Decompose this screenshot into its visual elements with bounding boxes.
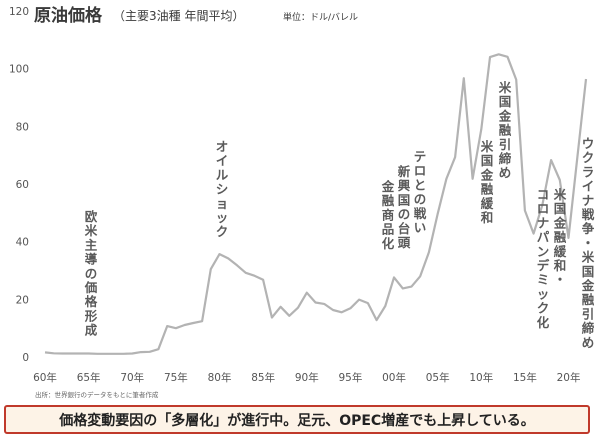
y-tick-label: 80 <box>16 121 29 133</box>
source-note: 出所：世界銀行のデータをもとに筆者作成 <box>35 390 159 399</box>
chart-subtitle: （主要3油種 年間平均） <box>113 9 244 23</box>
oil-price-chart: 原油価格 （主要3油種 年間平均） 単位：ドル/バレル 0 20 40 60 80 100… <box>9 5 595 399</box>
annotation-text: テロとの戦い <box>414 149 427 235</box>
annotation-text: 新興国の台頭 <box>398 164 411 250</box>
y-tick-label: 60 <box>16 179 29 191</box>
annotation-text: 米国金融緩和・ <box>553 187 567 287</box>
x-tick-label: 65年 <box>77 371 101 384</box>
y-tick-label: 100 <box>9 64 29 76</box>
chart-title: 原油価格 <box>34 5 103 26</box>
x-tick-label: 10年 <box>469 371 493 384</box>
annotation-label: コロナパンデミック化 <box>537 187 550 330</box>
annotation-label: 米国金融緩和・ <box>553 187 567 287</box>
x-tick-label: 60年 <box>33 371 57 384</box>
annotation-text: 金融商品化 <box>381 179 395 251</box>
oil-price-line <box>44 53 588 355</box>
annotation-label: 米国金融緩和 <box>480 139 494 225</box>
x-axis-ticks: 60年 65年 70年 75年 80年 85年 90年 95年 00年 05年 10年 15年 20年 <box>33 371 580 384</box>
x-tick-label: 70年 <box>120 371 144 384</box>
chart-title-group: 原油価格 （主要3油種 年間平均） 単位：ドル/バレル <box>34 5 358 26</box>
annotation-text: 米国金融緩和 <box>480 139 494 225</box>
summary-banner: 価格変動要因の「多層化」が進行中。足元、OPEC増産でも上昇している。 <box>4 405 590 434</box>
annotation-text: 米国金融引締め <box>498 80 512 180</box>
y-axis-ticks: 0 20 40 60 80 100 120 <box>9 6 29 364</box>
annotation-text: ウクライナ戦争・米国金融引締め <box>581 136 595 350</box>
y-tick-label: 0 <box>22 352 29 364</box>
x-tick-label: 95年 <box>338 371 362 384</box>
annotation-text: 欧米主導の価格形成 <box>84 209 98 338</box>
x-tick-label: 85年 <box>251 371 275 384</box>
annotation-label: 金融商品化 <box>381 179 395 251</box>
annotation-label: ウクライナ戦争・米国金融引締め <box>581 136 595 350</box>
annotation-label: オイルショック <box>216 139 229 239</box>
x-tick-label: 75年 <box>164 371 188 384</box>
y-tick-label: 120 <box>9 6 29 18</box>
x-tick-label: 05年 <box>426 371 450 384</box>
x-tick-label: 90年 <box>295 371 319 384</box>
x-tick-label: 00年 <box>382 371 406 384</box>
x-tick-label: 80年 <box>208 371 232 384</box>
y-tick-label: 40 <box>16 237 29 249</box>
annotation-label: 新興国の台頭 <box>398 164 411 250</box>
y-tick-label: 20 <box>16 294 29 306</box>
chart-annotations: 欧米主導の価格形成オイルショックテロとの戦い新興国の台頭金融商品化米国金融緩和米… <box>84 80 595 350</box>
annotation-label: 欧米主導の価格形成 <box>84 209 98 338</box>
x-tick-label: 15年 <box>513 371 537 384</box>
annotation-label: テロとの戦い <box>414 149 427 235</box>
unit-label: 単位：ドル/バレル <box>283 11 358 23</box>
annotation-text: コロナパンデミック化 <box>537 187 550 330</box>
x-tick-label: 20年 <box>557 371 581 384</box>
annotation-text: オイルショック <box>216 139 229 239</box>
annotation-label: 米国金融引締め <box>498 80 512 180</box>
